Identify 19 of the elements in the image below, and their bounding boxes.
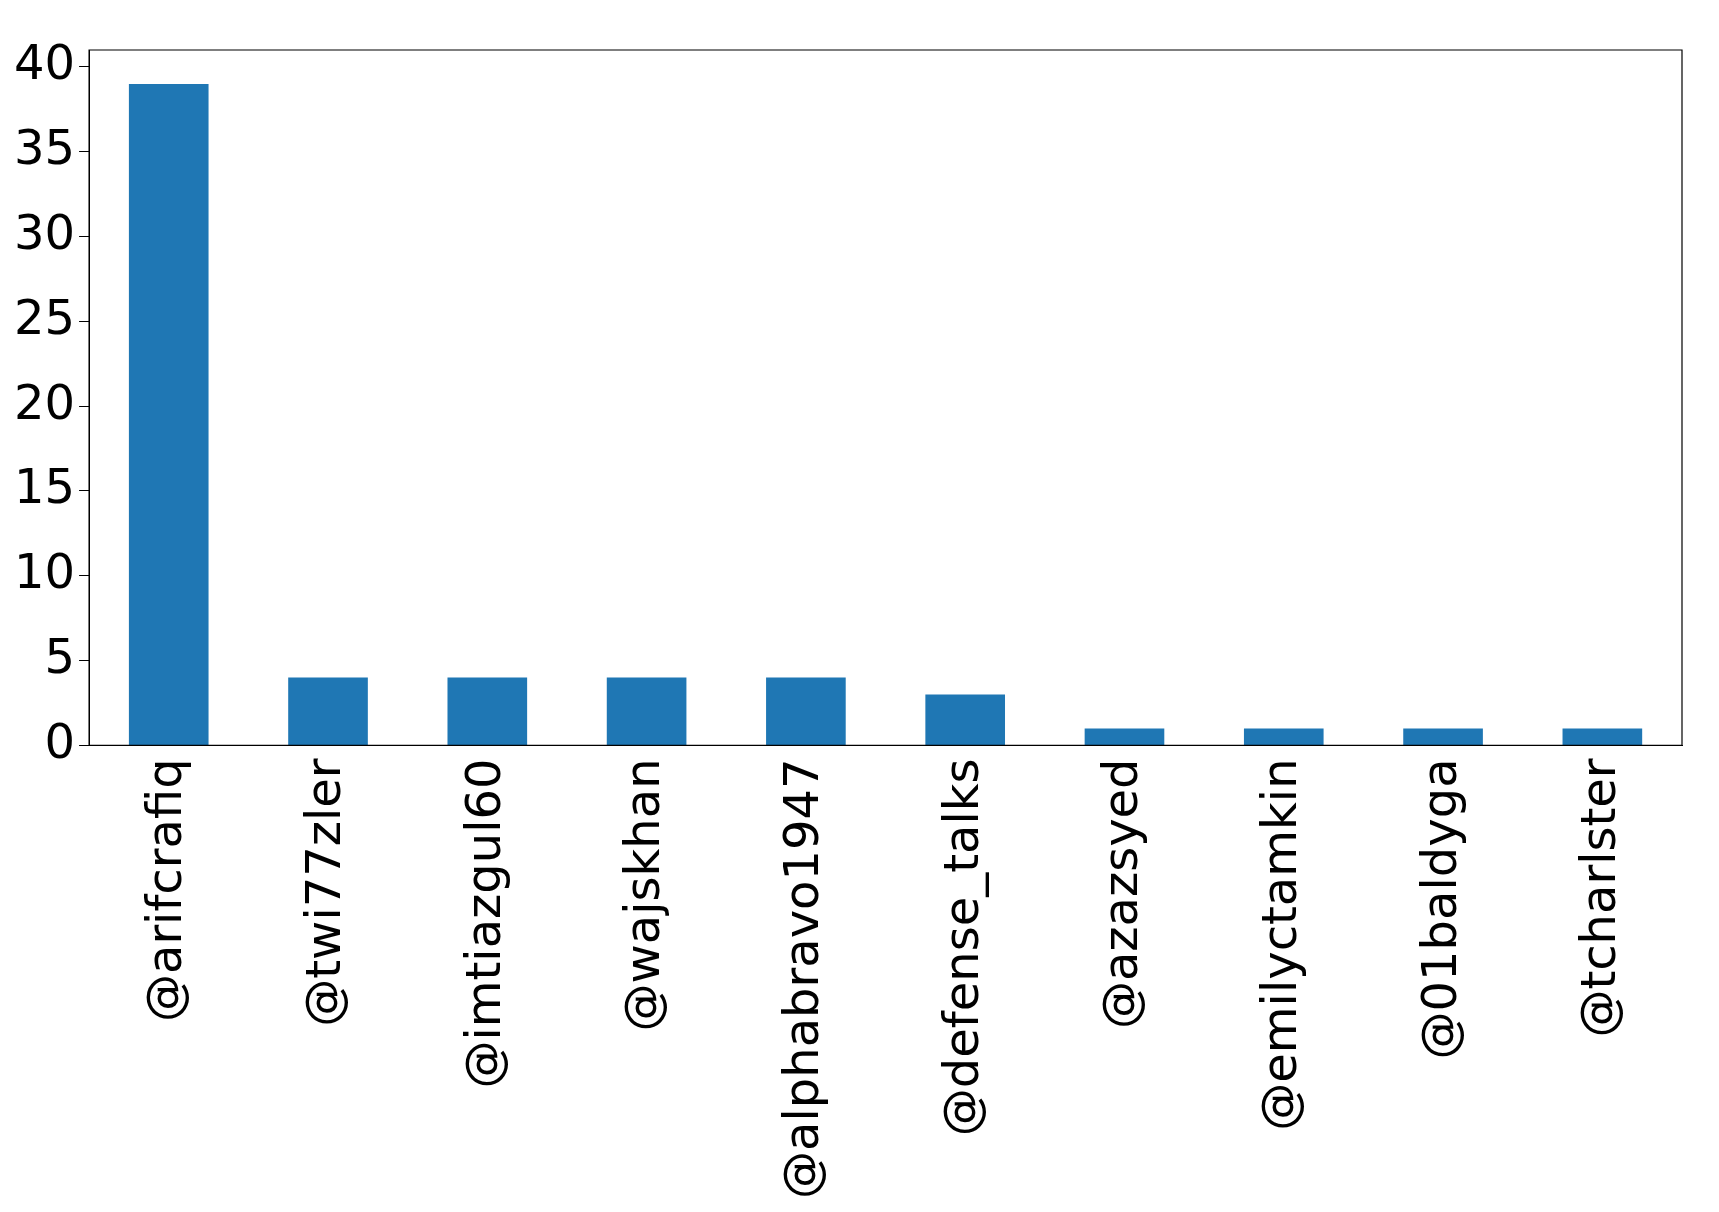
x-tick-label: @emilyctamkin: [1251, 758, 1308, 1131]
y-tick-label: 40: [14, 34, 76, 91]
y-tick-label: 35: [14, 119, 76, 176]
y-tick-label: 10: [14, 543, 76, 600]
y-tick-label: 30: [14, 204, 76, 261]
y-tick-label: 25: [14, 288, 76, 345]
x-tick-label: @imtiazgul60: [454, 758, 511, 1089]
y-tick-label: 20: [14, 373, 76, 430]
y-tick-label: 5: [44, 628, 76, 685]
x-tick-label: @tcharlster: [1569, 758, 1626, 1038]
y-tick-label: 0: [44, 712, 76, 769]
x-tick-label: @wajskhan: [614, 758, 671, 1032]
x-tick-label: @twi77zler: [295, 758, 352, 1027]
x-tick-label: @azazsyed: [1091, 758, 1148, 1030]
x-tick-label: @01baldyga: [1410, 758, 1467, 1060]
x-tick-label: @arifcrafiq: [136, 758, 193, 1023]
y-tick-label: 15: [14, 458, 76, 515]
x-tick-label: @defense_talks: [932, 758, 989, 1137]
x-tick-label: @alphabravo1947: [773, 758, 830, 1200]
